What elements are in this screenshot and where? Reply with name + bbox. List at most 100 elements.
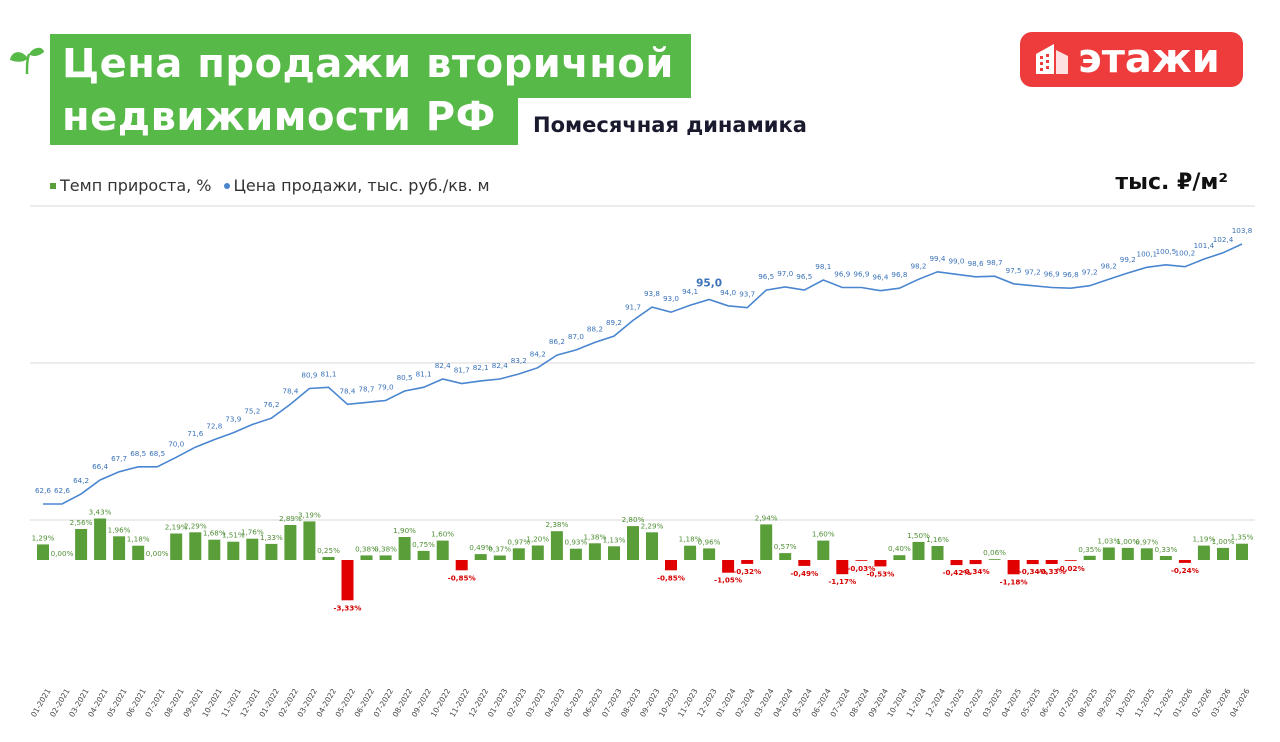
growth-data-label: 0,06% (983, 548, 1006, 557)
price-data-label: 91,7 (625, 302, 641, 311)
chart-subtitle: Помесячная динамика (533, 113, 807, 137)
price-data-label: 96,8 (891, 270, 907, 279)
growth-bar (284, 525, 297, 560)
price-data-label: 100,1 (1137, 249, 1158, 258)
price-data-label: 93,8 (644, 289, 660, 298)
price-data-label: 89,2 (606, 318, 622, 327)
growth-bar (37, 544, 49, 560)
growth-data-label: 0,25% (317, 546, 340, 555)
growth-bar (189, 532, 202, 560)
price-data-label: 100,2 (1175, 249, 1196, 258)
growth-data-label: 0,38% (374, 544, 397, 553)
growth-data-label: -1,18% (1000, 577, 1028, 586)
growth-data-label: 0,49% (469, 543, 492, 552)
growth-bar (1140, 548, 1153, 560)
growth-data-label: 1,13% (603, 535, 626, 544)
growth-bar (569, 548, 582, 560)
unit-label: тыс. ₽/м² (1115, 170, 1228, 195)
growth-bar (94, 518, 107, 560)
price-data-label: 93,0 (663, 294, 679, 303)
growth-bar (1159, 556, 1172, 560)
growth-bar (265, 543, 278, 560)
price-data-label: 80,5 (397, 373, 413, 382)
price-data-label: 94,0 (720, 288, 736, 297)
growth-bar (1217, 547, 1229, 560)
growth-data-label: 1,96% (108, 525, 131, 534)
growth-bar (665, 560, 677, 571)
growth-data-label: -0,85% (448, 573, 476, 582)
growth-bar (969, 560, 982, 565)
growth-data-label: 0,00% (51, 549, 74, 558)
title-background-bottom (50, 98, 518, 145)
price-data-label: 72,8 (206, 422, 222, 431)
growth-bar (1064, 560, 1077, 561)
logo-text: этажи (1078, 36, 1220, 82)
price-data-label: 71,6 (187, 429, 203, 438)
growth-bar (855, 560, 868, 561)
price-data-label: 79,0 (378, 383, 394, 392)
price-data-label: 103,8 (1232, 226, 1253, 235)
price-data-label: 81,7 (454, 366, 470, 375)
growth-bar (493, 555, 506, 560)
growth-bar (227, 541, 240, 560)
growth-data-label: -0,32% (733, 567, 761, 576)
price-data-label: 80,9 (301, 371, 317, 380)
growth-data-label: 1,35% (1231, 533, 1254, 542)
price-data-label: 97,2 (1025, 268, 1041, 277)
legend-label-growth: Темп прироста, % (60, 176, 212, 195)
growth-bar (417, 550, 430, 560)
price-data-label: 82,4 (492, 361, 508, 370)
growth-data-label: 1,51% (222, 531, 245, 540)
price-data-label: 81,1 (416, 369, 432, 378)
growth-data-label: 1,29% (32, 533, 55, 542)
growth-data-label: 0,97% (1135, 537, 1158, 546)
growth-data-label: 1,90% (393, 526, 416, 535)
growth-bar (874, 560, 887, 567)
growth-data-label: 1,76% (241, 528, 264, 537)
price-data-label: 82,1 (473, 363, 489, 372)
growth-bar (550, 531, 563, 560)
price-data-label: 98,7 (987, 258, 1003, 267)
price-data-label: 102,4 (1213, 235, 1234, 244)
legend-item-price: Цена продажи, тыс. руб./кв. м (223, 176, 490, 195)
growth-bar (436, 540, 449, 560)
price-data-label: 99,4 (929, 254, 945, 263)
growth-data-label: 1,18% (679, 535, 702, 544)
growth-bar (322, 557, 335, 560)
growth-bar (950, 560, 963, 566)
legend-circle-marker (223, 182, 230, 189)
growth-data-label: 0,35% (1078, 545, 1101, 554)
growth-bar (1026, 560, 1039, 565)
growth-data-label: 1,50% (907, 531, 930, 540)
growth-data-label: 1,68% (203, 529, 226, 538)
price-data-label: 75,2 (244, 407, 260, 416)
price-data-label: 93,7 (739, 290, 755, 299)
price-data-label: 98,2 (1101, 261, 1117, 270)
price-data-label: 96,4 (872, 273, 888, 282)
growth-data-label: 2,29% (184, 521, 207, 530)
price-data-label: 96,8 (1063, 270, 1079, 279)
price-data-label: 78,7 (358, 384, 374, 393)
growth-data-label: 1,16% (926, 535, 949, 544)
growth-data-label: 1,60% (812, 530, 835, 539)
growth-data-label: 1,33% (260, 533, 283, 542)
legend-square-marker (50, 182, 56, 189)
price-data-label: 78,4 (339, 386, 355, 395)
growth-bar (703, 548, 716, 560)
growth-bar (893, 555, 906, 560)
growth-data-label: -0,34% (962, 567, 990, 576)
growth-bar (170, 533, 183, 560)
growth-data-label: 2,80% (622, 515, 645, 524)
growth-bar (208, 539, 221, 560)
price-data-label: 96,9 (1044, 270, 1060, 279)
price-data-label: 101,4 (1194, 241, 1215, 250)
price-data-label: 67,7 (111, 454, 127, 463)
growth-bar (608, 546, 620, 560)
price-data-label: 62,6 (54, 486, 70, 495)
growth-bar (531, 545, 544, 560)
price-data-label: 97,5 (1006, 266, 1022, 275)
growth-data-label: -0,24% (1171, 566, 1199, 575)
sprout-icon (10, 47, 44, 75)
growth-bar (455, 560, 468, 571)
growth-data-label: 2,56% (70, 518, 93, 527)
